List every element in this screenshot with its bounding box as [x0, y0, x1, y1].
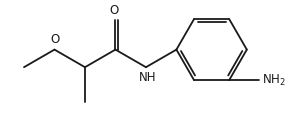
- Text: NH$_2$: NH$_2$: [262, 73, 285, 88]
- Text: O: O: [50, 33, 60, 46]
- Text: O: O: [109, 4, 119, 17]
- Text: NH: NH: [138, 71, 156, 84]
